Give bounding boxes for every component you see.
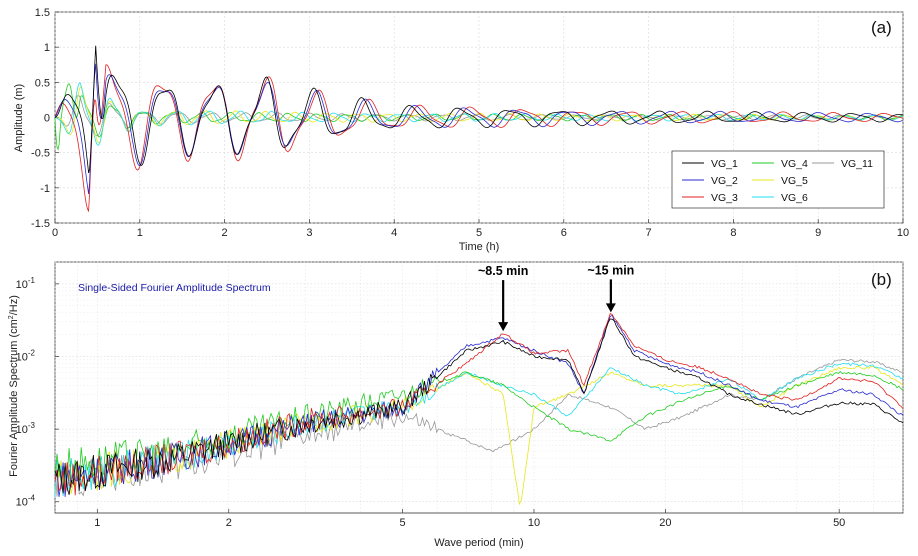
panel-b-ytick-exp: -2: [28, 348, 36, 357]
panel-a-xlabel: Time (h): [459, 241, 500, 253]
panel-b-annotation-arrow-head: [498, 322, 509, 332]
panel-b-ytick-base: 10: [16, 351, 28, 363]
panel-a-legend-label-VG_11: VG_11: [841, 158, 873, 170]
panel-a-legend: VG_1 VG_2 VG_3 VG_4 VG_5 VG_6 VG_11: [671, 150, 885, 209]
panel-b-xtick-label: 10: [528, 517, 540, 529]
panel-b-ylabel: Fourier Amplitude Spectrum (cm2/Hz): [8, 295, 20, 477]
panel-b-ytick-exp: -4: [28, 494, 36, 503]
panel-a-series: [54, 45, 903, 213]
panel-a-xtick-label: 10: [897, 227, 909, 239]
panel-a-ytick-label: 1.5: [35, 7, 50, 19]
panel-b-plot-area: [54, 261, 904, 514]
panel-a-ytick-label: 1: [44, 42, 50, 54]
panel-b-ylabel-end: /Hz): [8, 295, 20, 315]
panel-a-ytick-label: 0: [44, 113, 50, 125]
panel-b-xtick-label: 2: [226, 517, 232, 529]
panel-a-ytick-label: 0.5: [35, 77, 50, 89]
panel-a-xtick-label: 3: [306, 227, 312, 239]
panel-b-series: [54, 313, 904, 506]
panel-b-ytick-base: 10: [16, 497, 28, 509]
panel-b-series-line-VG_2: [54, 314, 904, 497]
panel-b-series-line-VG_5: [54, 365, 904, 506]
panel-b-xtick-label: 5: [399, 517, 405, 529]
panel-b-title: Single-Sided Fourier Amplitude Spectrum: [78, 282, 271, 294]
panel-a-ytick-label: -1: [40, 183, 50, 195]
panel-a-legend-label-VG_1: VG_1: [711, 158, 738, 170]
panel-a-legend-label-VG_2: VG_2: [711, 175, 738, 187]
panel-b-ytick-label: 10-4: [16, 494, 36, 509]
panel-b-ytick-exp: -3: [28, 421, 36, 430]
panel-a-xtick-label: 9: [815, 227, 821, 239]
panel-b-xtick-label: 50: [833, 517, 845, 529]
panel-a-series-line-VG_1: [54, 45, 903, 174]
panel-b-annotations: ~8.5 min ~15 min: [478, 263, 634, 332]
panel-a-legend-box: [671, 150, 885, 209]
panel-b-series-line-VG_1: [54, 318, 904, 495]
panel-a-ticks: 0 1 2 3 4 5 6 7 8 9 10 -1.5 -1 -0.5 0 0.5 1 1.5: [31, 7, 909, 239]
panel-b-ylabel-main: Fourier Amplitude Spectrum (cm: [8, 319, 20, 477]
panel-b-ytick-label: 10-2: [16, 348, 36, 363]
panel-a-ytick-label: -1.5: [31, 218, 50, 230]
panel-a-series-line-VG_6: [54, 82, 903, 146]
panel-b-ytick-label: 10-1: [16, 276, 36, 291]
panel-a-tag: (a): [871, 18, 892, 37]
panel-a-legend-label-VG_6: VG_6: [781, 192, 808, 204]
panel-b-tag: (b): [871, 270, 892, 289]
panel-a-ytick-label: -0.5: [31, 148, 50, 160]
panel-b-annotation-arrow-head: [605, 303, 616, 313]
panel-a-series-line-VG_2: [54, 63, 903, 195]
panel-a-xtick-label: 1: [137, 227, 143, 239]
panel-a-ylabel: Amplitude (m): [13, 84, 25, 152]
panel-b-xtick-label: 20: [659, 517, 671, 529]
panel-b-annotation-label: ~8.5 min: [478, 264, 528, 278]
panel-b-annotation-label: ~15 min: [587, 263, 634, 277]
panel-b-ytick-exp: -1: [28, 276, 36, 285]
panel-a-xtick-label: 8: [730, 227, 736, 239]
panel-a-legend-label-VG_4: VG_4: [781, 158, 808, 170]
panel-a-legend-label-VG_5: VG_5: [781, 175, 808, 187]
panel-a-series-line-VG_11: [54, 94, 903, 137]
panel-b-ytick-base: 10: [16, 279, 28, 291]
panel-a-series-line-VG_4: [54, 83, 903, 151]
panel-b-ytick-label: 10-3: [16, 421, 36, 436]
panel-b-ylabel-sup: 2: [8, 315, 15, 319]
panel-b-series-line-VG_3: [54, 313, 904, 496]
panel-b-ytick-base: 10: [16, 424, 28, 436]
panel-a-xtick-label: 5: [476, 227, 482, 239]
panel-a-xtick-label: 4: [391, 227, 397, 239]
panel-a-xtick-label: 7: [646, 227, 652, 239]
panel-a-legend-label-VG_3: VG_3: [711, 192, 738, 204]
panel-a-xtick-label: 0: [52, 227, 58, 239]
panel-b-grid: [54, 261, 904, 513]
panel-b-xlabel: Wave period (min): [434, 537, 523, 549]
panel-a-xtick-label: 2: [222, 227, 228, 239]
panel-a-xtick-label: 6: [561, 227, 567, 239]
panel-b-xtick-label: 1: [94, 517, 100, 529]
panel-a: 0 1 2 3 4 5 6 7 8 9 10-1.5-1-0.500.511.5 Time (h) …: [13, 7, 909, 253]
